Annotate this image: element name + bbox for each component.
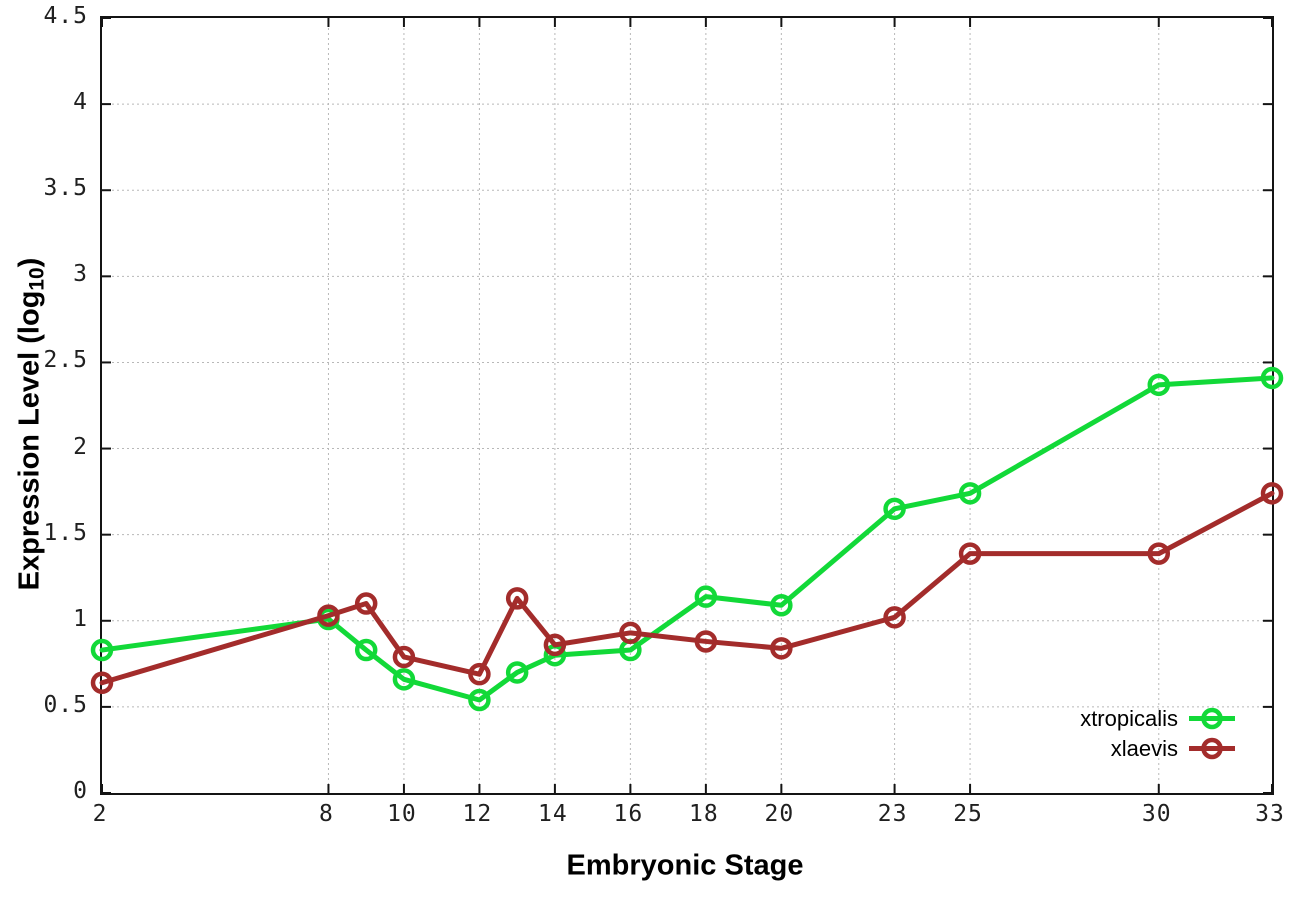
- y-tick-label: 2.5: [43, 347, 88, 374]
- data-point-xtropicalis: [883, 497, 906, 521]
- data-point-xlaevis: [694, 630, 718, 653]
- data-point-xlaevis: [317, 604, 340, 627]
- y-tick-label: 0: [73, 778, 88, 804]
- data-point-xtropicalis: [468, 688, 491, 712]
- data-point-xlaevis: [770, 637, 793, 660]
- x-tick-label: 8: [319, 801, 334, 827]
- series-line-xlaevis: [99, 490, 1275, 686]
- data-point-xlaevis: [883, 606, 906, 629]
- data-point-xtropicalis: [1147, 373, 1171, 397]
- x-tick-label: 20: [764, 801, 795, 827]
- x-tick-label: 12: [462, 801, 493, 827]
- legend-item-xtropicalis: xtropicalis: [1080, 704, 1236, 733]
- y-tick-label: 2: [73, 433, 88, 460]
- data-point-xlaevis: [619, 621, 642, 645]
- data-point-xtropicalis: [958, 482, 982, 505]
- data-point-xlaevis: [90, 671, 114, 695]
- data-point-xlaevis: [354, 592, 378, 615]
- plot-canvas: [90, 17, 1284, 794]
- y-tick-label: 4: [73, 89, 88, 116]
- data-point-xtropicalis: [90, 638, 114, 662]
- y-tick-label: 3.5: [43, 175, 88, 202]
- data-point-xtropicalis: [505, 661, 529, 684]
- y-axis-title-subscript: 10: [25, 267, 49, 291]
- legend: xtropicalis xlaevis: [1080, 704, 1236, 763]
- x-tick-label: 25: [953, 801, 983, 827]
- data-point-xlaevis: [1260, 482, 1284, 505]
- y-tick-label: 1: [73, 605, 88, 632]
- legend-item-xlaevis: xlaevis: [1111, 734, 1236, 763]
- data-point-xlaevis: [1147, 542, 1171, 565]
- data-point-xtropicalis: [392, 668, 416, 691]
- x-tick-label: 23: [877, 801, 908, 827]
- data-point-xlaevis: [543, 633, 567, 657]
- data-point-xtropicalis: [694, 585, 718, 608]
- legend-label-xlaevis: xlaevis: [1110, 736, 1178, 761]
- x-axis-title: Embryonic Stage: [566, 849, 804, 882]
- y-axis-title: Expression Level (log10): [13, 257, 49, 591]
- x-tick-label: 33: [1255, 801, 1285, 827]
- legend-label-xtropicalis: xtropicalis: [1080, 706, 1178, 731]
- legend-line-sample-icon: [1189, 707, 1235, 730]
- data-point-xtropicalis: [770, 594, 793, 617]
- y-axis-title-text: Expression Level (log: [13, 290, 46, 591]
- data-point-xlaevis: [468, 662, 491, 686]
- x-tick-label: 10: [387, 801, 417, 827]
- x-tick-label: 18: [689, 801, 719, 827]
- x-tick-label: 2: [92, 801, 108, 827]
- series-line-xtropicalis: [99, 375, 1275, 703]
- x-tick-label: 16: [613, 801, 644, 827]
- y-tick-label: 0.5: [43, 691, 88, 718]
- data-point-xtropicalis: [354, 638, 378, 662]
- data-point-xlaevis: [958, 542, 982, 565]
- data-point-xlaevis: [505, 587, 529, 610]
- y-tick-label: 1.5: [43, 519, 88, 546]
- x-tick-label: 14: [538, 801, 568, 827]
- y-tick-label: 4.5: [43, 3, 88, 29]
- legend-line-sample-icon: [1189, 737, 1235, 760]
- plot-area: xtropicalis xlaevis: [90, 16, 1284, 795]
- y-axis-title-suffix: ): [13, 257, 46, 268]
- y-tick-label: 3: [73, 261, 88, 288]
- x-tick-label: 30: [1141, 801, 1172, 827]
- data-point-xlaevis: [392, 645, 416, 669]
- data-point-xtropicalis: [1260, 366, 1284, 390]
